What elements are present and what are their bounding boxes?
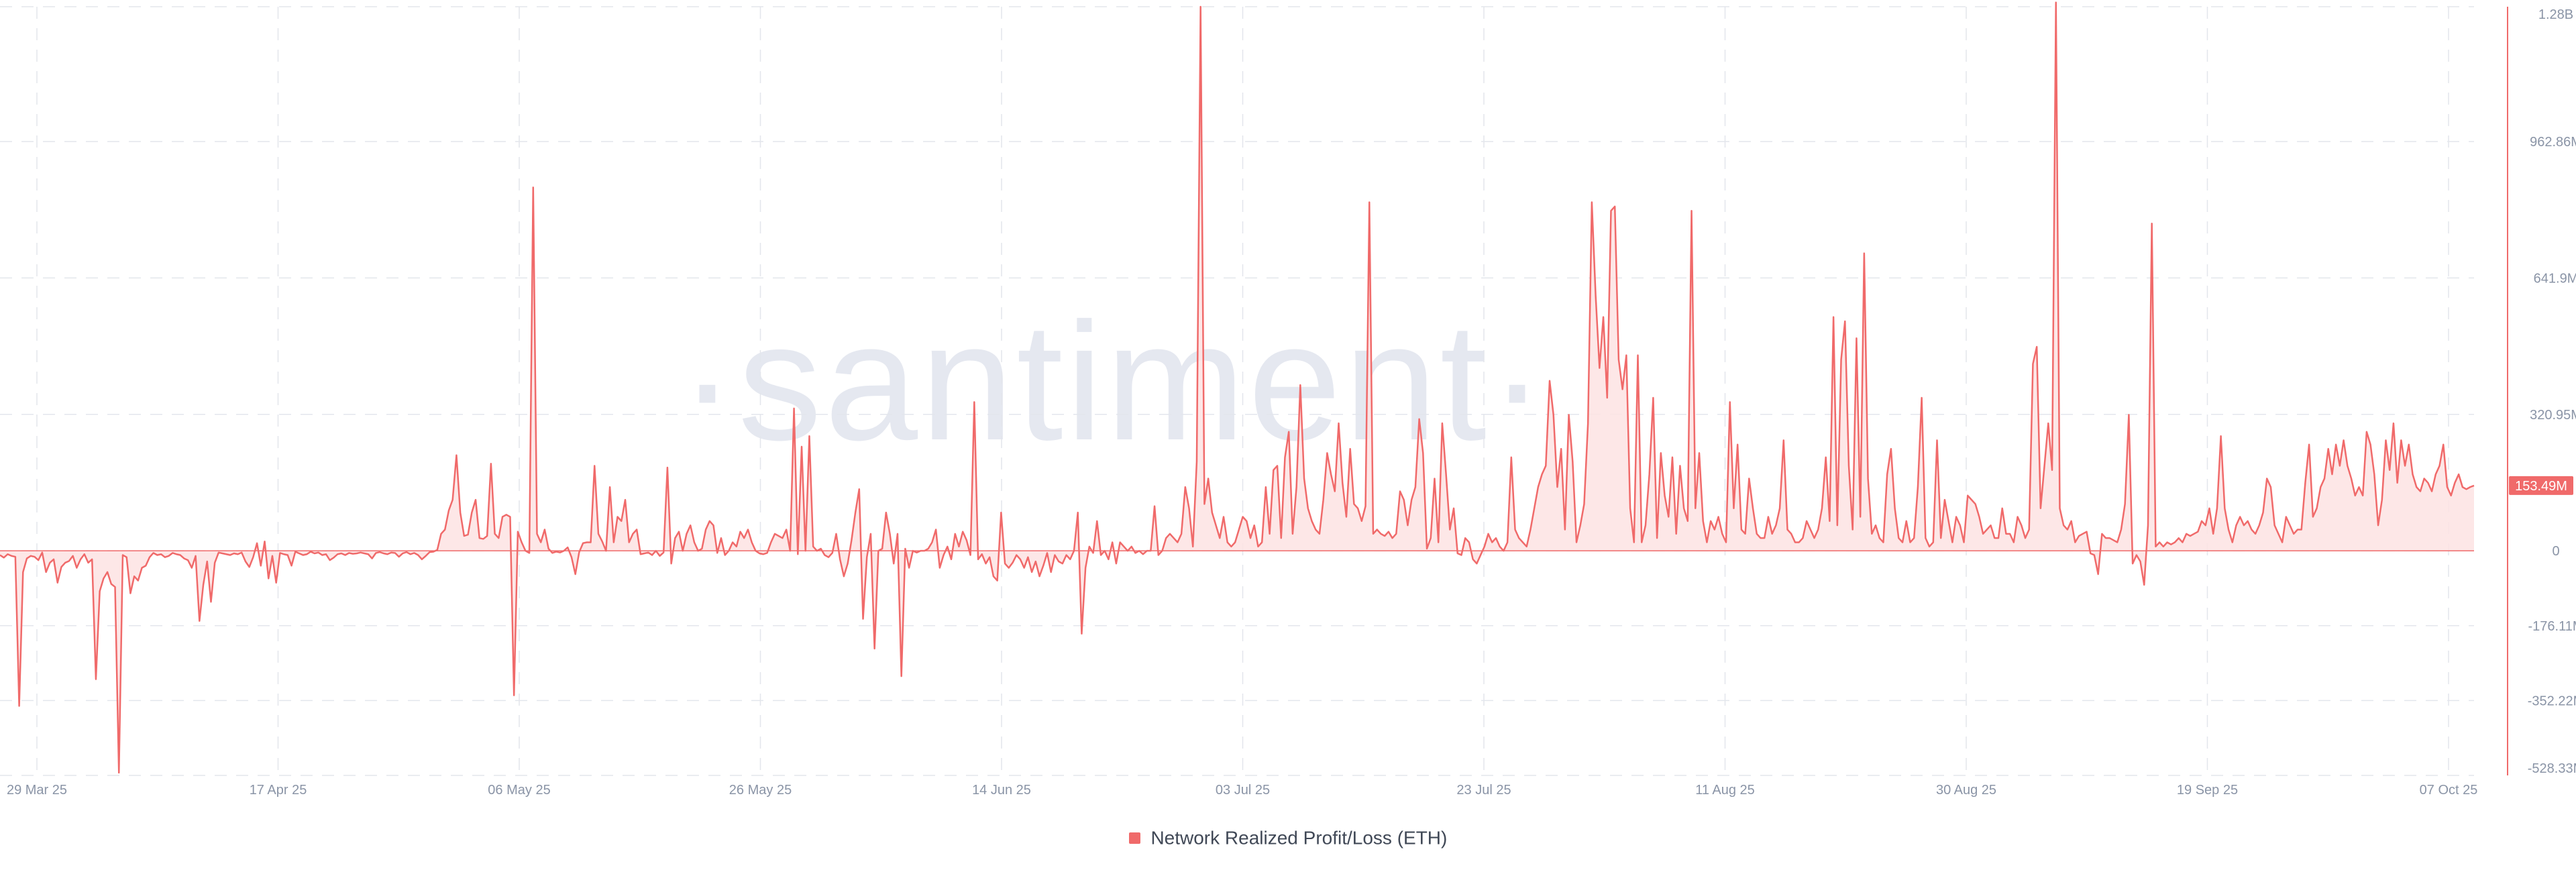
y-tick-label: 641.9M xyxy=(2534,271,2576,286)
x-tick-label: 26 May 25 xyxy=(729,783,792,798)
y-tick-label: -352.22M xyxy=(2528,694,2576,708)
y-tick-label: 1.28B xyxy=(2538,7,2573,22)
y-tick-label: -528.33M xyxy=(2528,761,2576,776)
y-tick-label: 962.86M xyxy=(2530,135,2576,150)
x-tick-label: 06 May 25 xyxy=(488,783,550,798)
x-tick-label: 03 Jul 25 xyxy=(1216,783,1270,798)
x-tick-label: 07 Oct 25 xyxy=(2420,783,2478,798)
x-tick-label: 14 Jun 25 xyxy=(972,783,1031,798)
y-tick-label: 320.95M xyxy=(2530,408,2576,423)
series-layer xyxy=(0,1,2475,774)
x-tick-label: 29 Mar 25 xyxy=(7,783,67,798)
legend-swatch xyxy=(1128,832,1140,844)
y-tick-label: 0 xyxy=(2552,544,2559,559)
current-value-label: 153.49M xyxy=(2515,479,2567,494)
y-axis: 1.28B 962.86M 641.9M 320.95M 0 -176.11M -352.2… xyxy=(2528,7,2576,776)
x-tick-label: 11 Aug 25 xyxy=(1695,783,1755,798)
x-tick-label: 30 Aug 25 xyxy=(1936,783,1996,798)
current-value-badge: 153.49M xyxy=(2509,476,2573,495)
x-tick-label: 23 Jul 25 xyxy=(1456,783,1511,798)
x-tick-label: 17 Apr 25 xyxy=(250,783,307,798)
watermark: ·santiment· xyxy=(680,288,1548,475)
legend[interactable]: Network Realized Profit/Loss (ETH) xyxy=(0,826,2576,849)
series-line[interactable] xyxy=(0,1,2475,774)
y-tick-label: -176.11M xyxy=(2528,619,2576,634)
legend-label: Network Realized Profit/Loss (ETH) xyxy=(1150,827,1448,849)
current-value-badge-bg xyxy=(2509,476,2573,495)
x-axis: 29 Mar 25 17 Apr 25 06 May 25 26 May 25 14 J… xyxy=(7,783,2477,798)
x-tick-label: 19 Sep 25 xyxy=(2177,783,2238,798)
